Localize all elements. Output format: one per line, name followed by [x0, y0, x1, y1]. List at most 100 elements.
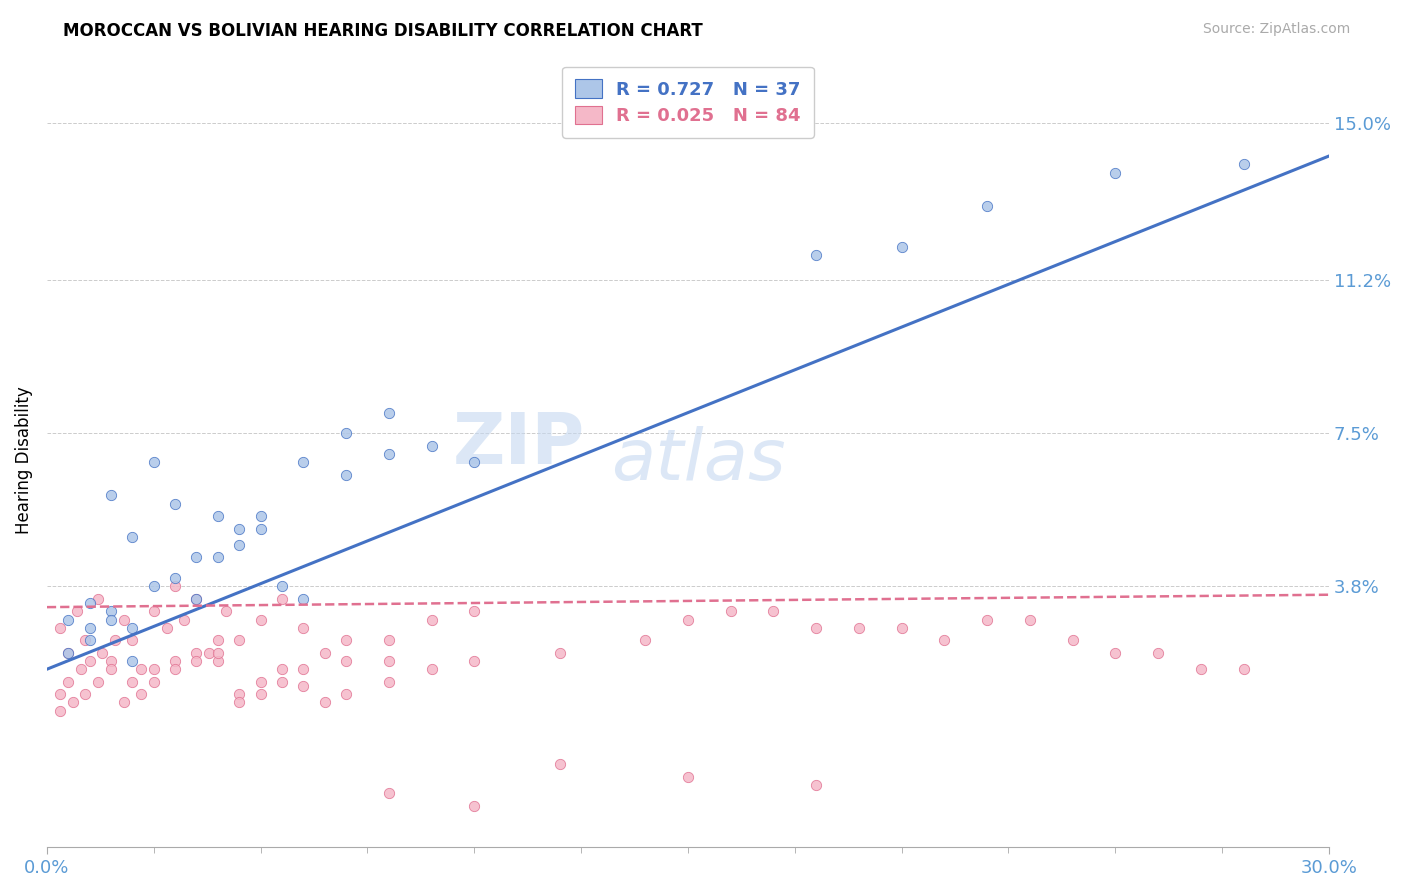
Point	[420, 613, 443, 627]
Point	[314, 646, 336, 660]
Text: atlas: atlas	[612, 425, 786, 495]
Text: ZIP: ZIP	[453, 410, 585, 479]
Point	[100, 654, 122, 668]
Point	[249, 509, 271, 524]
Point	[463, 604, 485, 618]
Text: Source: ZipAtlas.com: Source: ZipAtlas.com	[1202, 22, 1350, 37]
Point	[804, 621, 827, 635]
Point	[420, 662, 443, 676]
Point	[335, 654, 357, 668]
Point	[1062, 633, 1084, 648]
Point	[186, 654, 208, 668]
Point	[58, 646, 80, 660]
Point	[215, 604, 238, 618]
Point	[548, 646, 571, 660]
Point	[1018, 613, 1040, 627]
Point	[79, 621, 101, 635]
Point	[804, 778, 827, 792]
Point	[249, 674, 271, 689]
Point	[848, 621, 870, 635]
Point	[934, 633, 956, 648]
Point	[271, 591, 294, 606]
Point	[66, 604, 89, 618]
Point	[228, 687, 250, 701]
Point	[1104, 165, 1126, 179]
Point	[186, 646, 208, 660]
Point	[1232, 157, 1254, 171]
Point	[292, 679, 315, 693]
Text: MOROCCAN VS BOLIVIAN HEARING DISABILITY CORRELATION CHART: MOROCCAN VS BOLIVIAN HEARING DISABILITY …	[63, 22, 703, 40]
Y-axis label: Hearing Disability: Hearing Disability	[15, 386, 32, 534]
Point	[129, 662, 152, 676]
Point	[335, 633, 357, 648]
Point	[142, 579, 165, 593]
Point	[228, 633, 250, 648]
Point	[75, 687, 97, 701]
Point	[165, 654, 187, 668]
Point	[634, 633, 657, 648]
Point	[676, 770, 699, 784]
Point	[58, 646, 80, 660]
Point	[378, 633, 401, 648]
Point	[121, 674, 143, 689]
Point	[292, 621, 315, 635]
Point	[121, 621, 143, 635]
Point	[1232, 662, 1254, 676]
Point	[48, 704, 70, 718]
Point	[207, 550, 229, 565]
Point	[142, 604, 165, 618]
Point	[173, 613, 195, 627]
Point	[121, 530, 143, 544]
Point	[292, 455, 315, 469]
Point	[121, 633, 143, 648]
Point	[249, 613, 271, 627]
Point	[165, 579, 187, 593]
Point	[75, 633, 97, 648]
Point	[804, 248, 827, 262]
Point	[142, 674, 165, 689]
Point	[271, 662, 294, 676]
Point	[112, 695, 135, 709]
Point	[463, 455, 485, 469]
Point	[165, 497, 187, 511]
Point	[378, 654, 401, 668]
Point	[62, 695, 84, 709]
Point	[292, 662, 315, 676]
Point	[104, 633, 127, 648]
Point	[335, 467, 357, 482]
Point	[155, 621, 177, 635]
Point	[58, 613, 80, 627]
Point	[165, 662, 187, 676]
Point	[165, 571, 187, 585]
Legend: R = 0.727   N = 37, R = 0.025   N = 84: R = 0.727 N = 37, R = 0.025 N = 84	[562, 67, 814, 138]
Point	[720, 604, 742, 618]
Point	[129, 687, 152, 701]
Point	[228, 695, 250, 709]
Point	[79, 633, 101, 648]
Point	[87, 591, 110, 606]
Point	[676, 613, 699, 627]
Point	[249, 687, 271, 701]
Point	[378, 674, 401, 689]
Point	[48, 621, 70, 635]
Point	[100, 604, 122, 618]
Point	[70, 662, 93, 676]
Point	[420, 439, 443, 453]
Point	[335, 426, 357, 441]
Point	[314, 695, 336, 709]
Point	[228, 538, 250, 552]
Point	[378, 447, 401, 461]
Point	[976, 199, 998, 213]
Point	[228, 521, 250, 535]
Point	[58, 674, 80, 689]
Point	[79, 596, 101, 610]
Point	[762, 604, 785, 618]
Point	[207, 646, 229, 660]
Point	[378, 406, 401, 420]
Point	[890, 621, 912, 635]
Point	[198, 646, 221, 660]
Point	[142, 662, 165, 676]
Point	[186, 591, 208, 606]
Point	[378, 786, 401, 800]
Point	[271, 579, 294, 593]
